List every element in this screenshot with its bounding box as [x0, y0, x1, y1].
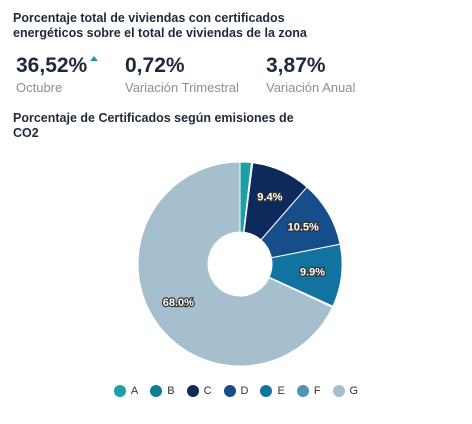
legend-item-f[interactable]: F: [296, 385, 321, 397]
data-label-e: 9.9%: [300, 266, 325, 278]
kpi-quarterly: 0,72% Variación Trimestral: [125, 54, 239, 95]
slice-g[interactable]: [137, 161, 333, 367]
legend-item-b[interactable]: B: [150, 385, 175, 397]
trend-up-icon: [90, 55, 99, 61]
donut-chart: 9.4% 10.5% 9.9% 68.0%: [137, 161, 343, 367]
kpi-annual-value: 3,87%: [266, 54, 326, 77]
legend-item-d[interactable]: D: [223, 385, 249, 397]
legend-dot-icon: [296, 385, 309, 397]
legend-label: F: [313, 385, 321, 397]
kpi-october: 36,52% Octubre: [16, 54, 99, 95]
legend-label: B: [167, 385, 175, 397]
data-label-c: 9.4%: [257, 191, 282, 203]
page-title: Porcentaje total de viviendas con certif…: [13, 11, 307, 40]
legend-dot-icon: [113, 385, 126, 397]
kpi-annual: 3,87% Variación Anual: [266, 54, 355, 95]
legend-label: C: [203, 385, 212, 397]
legend-item-a[interactable]: A: [113, 385, 139, 397]
kpi-quarterly-label: Variación Trimestral: [125, 80, 239, 95]
legend-label: G: [349, 385, 359, 397]
kpi-annual-label: Variación Anual: [266, 80, 356, 95]
legend-item-e[interactable]: E: [260, 385, 285, 397]
legend-item-c[interactable]: C: [186, 385, 212, 397]
legend-dot-icon: [150, 385, 163, 397]
legend-label: E: [277, 385, 285, 397]
legend-dot-icon: [260, 385, 273, 397]
legend-label: D: [240, 385, 249, 397]
chart-title: Porcentaje de Certificados según emision…: [13, 111, 294, 140]
kpi-october-label: Octubre: [16, 80, 63, 95]
legend-item-g[interactable]: G: [332, 385, 359, 397]
legend-dot-icon: [186, 385, 199, 397]
legend-dot-icon: [332, 385, 345, 397]
kpi-quarterly-value: 0,72%: [125, 54, 185, 77]
chart-legend: A B C D E F G: [0, 385, 472, 397]
data-label-d: 10.5%: [288, 221, 319, 233]
data-label-g: 68.0%: [163, 297, 194, 309]
legend-dot-icon: [223, 385, 236, 397]
legend-label: A: [130, 385, 139, 397]
kpi-october-value: 36,52%: [16, 54, 88, 77]
